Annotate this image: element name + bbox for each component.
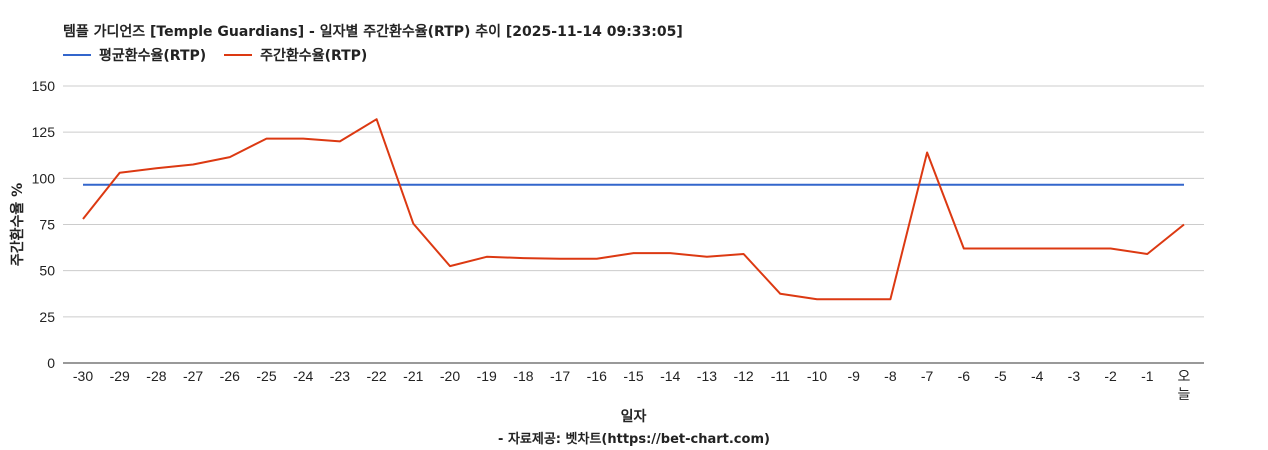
- x-tick-label: -20: [440, 368, 460, 384]
- x-tick-label: -16: [587, 368, 607, 384]
- y-axis-title: 주간환수율 %: [9, 183, 26, 266]
- series-line-weekly[interactable]: [82, 118, 1185, 301]
- x-tick-label: -2: [1104, 368, 1117, 384]
- x-tick-label: -5: [994, 368, 1007, 384]
- x-tick-label: -9: [847, 368, 860, 384]
- legend-swatch-weekly: [224, 54, 253, 56]
- x-tick-label: -17: [550, 368, 570, 384]
- x-tick-label: -22: [366, 368, 386, 384]
- series-lines: [82, 118, 1185, 301]
- x-tick-label: -25: [256, 368, 276, 384]
- x-tick-label: -23: [330, 368, 350, 384]
- x-axis-title: 일자: [621, 409, 647, 425]
- x-tick-label: -14: [660, 368, 680, 384]
- x-tick-label: -28: [146, 368, 166, 384]
- x-tick-label: -15: [623, 368, 643, 384]
- x-tick-label: -30: [73, 368, 93, 384]
- x-tick-label: -7: [921, 368, 934, 384]
- x-axis-ticks: -30 -29 -28 -27 -26 -25 -24 -23 -22 -21 -20 -19 -18 -…: [73, 368, 1191, 402]
- data-source-note: - 자료제공: 벳차트(https://bet-chart.com): [498, 432, 770, 447]
- x-tick-label: -26: [220, 368, 240, 384]
- grid-lines: [63, 85, 1204, 364]
- legend-swatch-average: [63, 54, 91, 56]
- x-tick-label: -8: [884, 368, 897, 384]
- y-tick-label: 100: [32, 170, 56, 186]
- y-tick-label: 125: [32, 124, 56, 140]
- legend-label-average: 평균환수율(RTP): [99, 48, 207, 64]
- x-tick-label: -10: [807, 368, 827, 384]
- y-axis-ticks: 0 25 50 75 100 125 150: [32, 78, 56, 371]
- x-tick-label: -24: [293, 368, 313, 384]
- x-tick-label: -29: [110, 368, 130, 384]
- y-tick-label: 150: [32, 78, 56, 94]
- x-tick-label: -11: [771, 368, 790, 384]
- x-tick-label: -12: [733, 368, 753, 384]
- x-tick-label: -18: [513, 368, 533, 384]
- x-tick-label: -1: [1141, 368, 1154, 384]
- y-tick-label: 50: [39, 263, 55, 279]
- chart-legend: 평균환수율(RTP) 주간환수율(RTP): [63, 45, 385, 65]
- y-tick-label: 25: [39, 309, 55, 325]
- x-tick-label: -3: [1068, 368, 1081, 384]
- x-tick-label: -4: [1031, 368, 1044, 384]
- legend-item-weekly[interactable]: 주간환수율(RTP): [224, 45, 367, 65]
- y-tick-label: 75: [39, 217, 55, 233]
- x-tick-label: -6: [958, 368, 971, 384]
- legend-item-average[interactable]: 평균환수율(RTP): [63, 45, 206, 65]
- x-tick-label: -21: [403, 368, 423, 384]
- x-tick-label: -27: [183, 368, 203, 384]
- chart-title: 템플 가디언즈 [Temple Guardians] - 일자별 주간환수율(R…: [63, 24, 683, 40]
- legend-label-weekly: 주간환수율(RTP): [260, 48, 368, 64]
- x-tick-label: -19: [477, 368, 497, 384]
- y-tick-label: 0: [47, 355, 55, 371]
- x-tick-label: -13: [697, 368, 717, 384]
